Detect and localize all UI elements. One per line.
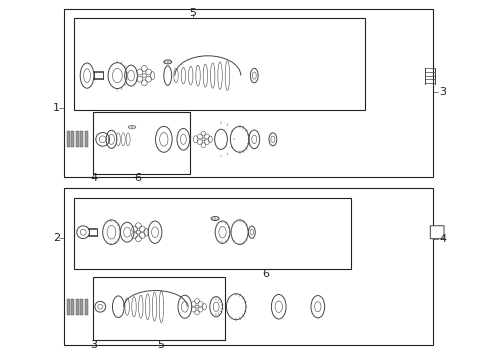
Bar [74,198,350,269]
Text: 6: 6 [262,269,268,279]
Bar [80,299,83,315]
Text: 4: 4 [438,234,445,244]
Text: 5: 5 [157,339,163,350]
Bar [67,131,70,147]
Text: 6: 6 [134,173,141,183]
Text: 1: 1 [53,103,60,113]
Bar [76,299,79,315]
Bar [93,277,224,340]
Bar [67,299,70,315]
Bar [71,299,74,315]
Bar [80,131,83,147]
Ellipse shape [163,60,171,64]
Text: 3: 3 [438,87,445,97]
FancyBboxPatch shape [429,226,443,239]
Text: 3: 3 [90,339,97,350]
Bar [84,131,87,147]
Ellipse shape [211,217,219,220]
Ellipse shape [128,125,136,129]
Text: 2: 2 [53,233,60,243]
Bar [63,9,432,177]
Bar [71,131,74,147]
Bar [84,299,87,315]
Bar [63,188,432,345]
Text: 4: 4 [90,173,97,183]
Bar [76,131,79,147]
Text: 5: 5 [189,8,196,18]
Bar [74,18,365,110]
Bar [93,112,189,174]
